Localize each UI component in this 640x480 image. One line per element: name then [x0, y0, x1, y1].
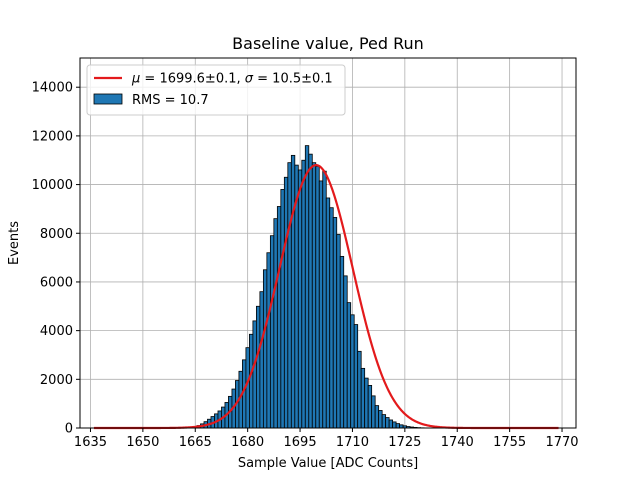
legend-box	[86, 64, 346, 116]
legend-histogram-swatch	[93, 93, 123, 105]
y-axis-label: Events	[7, 221, 22, 265]
histogram-bar	[360, 367, 366, 429]
histogram-bar	[371, 395, 376, 429]
histogram-bar	[280, 189, 285, 429]
histogram-bar	[339, 255, 345, 429]
x-tick-label: 1740	[441, 435, 474, 450]
histogram-bar	[308, 153, 313, 429]
histogram-bar	[346, 302, 352, 429]
histogram-bar	[252, 320, 257, 429]
histogram-bar	[374, 405, 380, 429]
histogram-bar	[304, 145, 310, 429]
histogram-bar	[325, 197, 331, 429]
legend: μ = 1699.6±0.1, σ = 10.5±0.1 RMS = 10.7	[86, 64, 346, 116]
plot-frame	[79, 57, 577, 429]
histogram-bar	[249, 333, 254, 429]
histogram-bar	[395, 423, 401, 429]
legend-histogram-label: RMS = 10.7	[132, 93, 209, 108]
histogram-bar	[378, 410, 383, 429]
x-tick-label: 1725	[388, 435, 421, 450]
histogram-bar	[283, 176, 289, 429]
histogram-bar	[388, 419, 394, 429]
x-tick-label: 1770	[545, 435, 578, 450]
histogram-bar	[255, 305, 261, 429]
histogram-bar	[287, 162, 292, 429]
x-tick-label: 1710	[336, 435, 369, 450]
y-tick-label: 0	[65, 422, 73, 437]
histogram-bar	[318, 180, 324, 429]
x-tick-label: 1635	[74, 435, 107, 450]
x-axis-ticks: 1635 1650 1665 1680 1695 1710 1725 1740 1755 1770	[74, 428, 579, 450]
chart-title: Baseline value, Ped Run	[232, 34, 424, 53]
histogram-bar	[301, 159, 306, 429]
histogram-bar	[350, 314, 355, 429]
histogram-bar	[262, 269, 268, 429]
histogram-bar	[381, 414, 387, 429]
histogram-bar	[357, 350, 362, 429]
histogram-bar	[367, 385, 373, 429]
histogram-bar	[332, 217, 338, 429]
y-tick-label: 4000	[40, 324, 73, 339]
x-tick-label: 1695	[284, 435, 317, 450]
histogram-bar	[353, 324, 359, 429]
histogram-bar	[311, 162, 317, 429]
histogram-bar	[385, 417, 390, 429]
y-tick-label: 2000	[40, 373, 73, 388]
y-tick-label: 8000	[40, 227, 73, 242]
histogram-bar	[364, 377, 369, 429]
x-tick-label: 1755	[493, 435, 526, 450]
histogram-bar	[259, 291, 264, 429]
histogram-bar	[343, 275, 348, 429]
histogram-bar	[290, 154, 296, 429]
histogram-bar	[336, 234, 341, 429]
histogram-bar	[266, 252, 271, 429]
histogram-bar	[315, 165, 320, 429]
histogram-bar	[276, 206, 282, 429]
histogram-bar	[392, 421, 397, 429]
y-tick-label: 14000	[32, 81, 73, 96]
x-axis-label: Sample Value [ADC Counts]	[238, 456, 418, 471]
histogram-bar	[297, 169, 303, 429]
histogram-bar	[269, 235, 275, 429]
histogram-bar	[245, 347, 250, 429]
y-tick-label: 6000	[40, 275, 73, 290]
x-tick-label: 1665	[179, 435, 212, 450]
x-tick-label: 1650	[126, 435, 159, 450]
histogram-bar	[273, 218, 278, 429]
histogram-bar	[322, 170, 327, 429]
y-axis-ticks: 0 2000 4000 6000 8000 10000 12000 14000	[32, 81, 80, 437]
histogram-bar	[329, 207, 334, 429]
y-tick-label: 12000	[32, 129, 73, 144]
y-tick-label: 10000	[32, 178, 73, 193]
legend-fit-label: μ = 1699.6±0.1, σ = 10.5±0.1	[131, 72, 333, 87]
x-tick-label: 1680	[231, 435, 264, 450]
